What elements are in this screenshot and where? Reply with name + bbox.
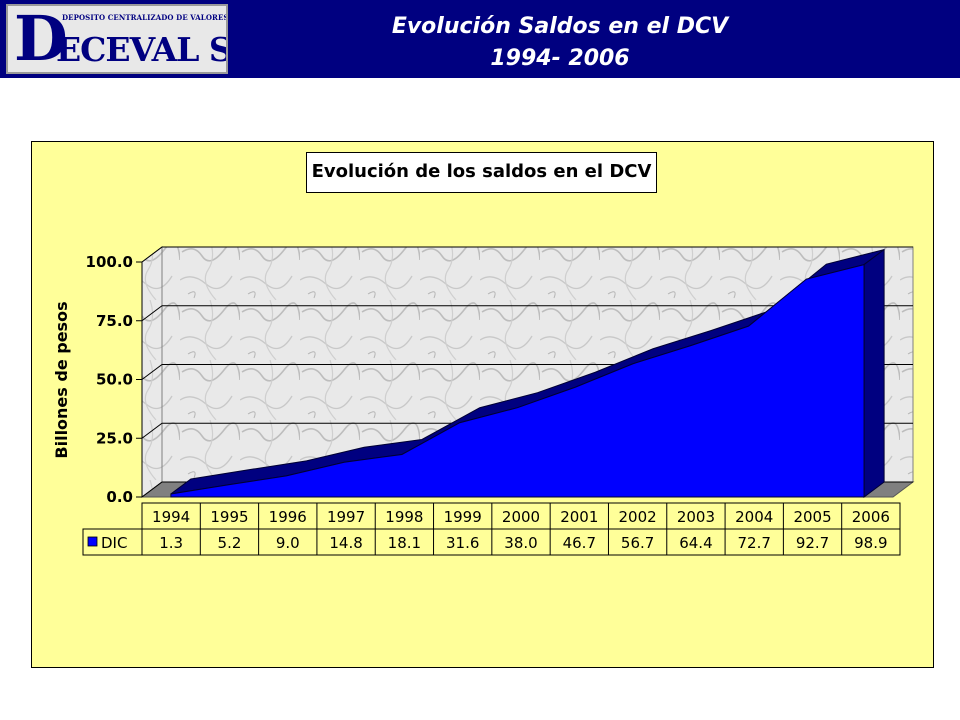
data-value-label: 1.3 bbox=[159, 534, 183, 552]
plot-layer: 0.0 25.0 50.0 75.0 100.0 Billones de pesos bbox=[52, 246, 915, 506]
y-tick-label: 0.0 bbox=[106, 488, 133, 506]
category-label: 1996 bbox=[269, 508, 307, 526]
category-label: 2006 bbox=[852, 508, 890, 526]
y-tick-label: 75.0 bbox=[96, 312, 133, 330]
category-label: 2002 bbox=[619, 508, 657, 526]
gridline bbox=[141, 305, 913, 322]
data-value-label: 31.6 bbox=[446, 534, 479, 552]
category-label: 2001 bbox=[560, 508, 598, 526]
category-label: 1997 bbox=[327, 508, 365, 526]
y-axis-label: Billones de pesos bbox=[52, 301, 71, 458]
chart-title: Evolución de los saldos en el DCV bbox=[306, 152, 657, 193]
data-value-label: 18.1 bbox=[388, 534, 421, 552]
y-tick-label: 25.0 bbox=[96, 429, 133, 447]
deceval-logo: DEPOSITO CENTRALIZADO DE VALORES DE COLO… bbox=[6, 4, 228, 74]
y-tick-label: 100.0 bbox=[86, 253, 133, 271]
area-side-face bbox=[863, 248, 885, 498]
category-label: 2005 bbox=[793, 508, 831, 526]
data-value-label: 46.7 bbox=[563, 534, 596, 552]
category-label: 2000 bbox=[502, 508, 540, 526]
y-tick-label: 50.0 bbox=[96, 371, 133, 389]
category-label: 2004 bbox=[735, 508, 773, 526]
data-value-label: 38.0 bbox=[504, 534, 537, 552]
header-bar: DEPOSITO CENTRALIZADO DE VALORES DE COLO… bbox=[0, 0, 960, 78]
area-series-dic bbox=[170, 263, 865, 498]
data-value-label: 14.8 bbox=[329, 534, 362, 552]
data-value-label: 92.7 bbox=[796, 534, 829, 552]
data-value-label: 98.9 bbox=[854, 534, 887, 552]
category-label: 1995 bbox=[210, 508, 248, 526]
data-value-label: 64.4 bbox=[679, 534, 712, 552]
data-value-label: 9.0 bbox=[276, 534, 300, 552]
data-value-label: 56.7 bbox=[621, 534, 654, 552]
slide-subtitle: 1994- 2006 bbox=[490, 46, 630, 71]
slide-title: Evolución Saldos en el DCV bbox=[391, 14, 729, 39]
data-table: 1994 1995 1996 1997 1998 1999 2000 2001 2002 2003… bbox=[82, 502, 901, 556]
data-value-label: 5.2 bbox=[218, 534, 242, 552]
category-label: 1994 bbox=[152, 508, 190, 526]
gridline bbox=[141, 246, 913, 263]
logo-caption: DEPOSITO CENTRALIZADO DE VALORES DE COLO… bbox=[62, 13, 228, 22]
logo-initial: D bbox=[14, 4, 68, 74]
legend-swatch bbox=[87, 536, 98, 547]
data-value-label: 72.7 bbox=[738, 534, 771, 552]
category-label: 1998 bbox=[385, 508, 423, 526]
table-header-row bbox=[141, 502, 901, 530]
category-label: 1999 bbox=[444, 508, 482, 526]
legend-label: DIC bbox=[101, 534, 127, 552]
category-label: 2003 bbox=[677, 508, 715, 526]
logo-wordmark: ECEVAL S.A. bbox=[56, 30, 226, 69]
